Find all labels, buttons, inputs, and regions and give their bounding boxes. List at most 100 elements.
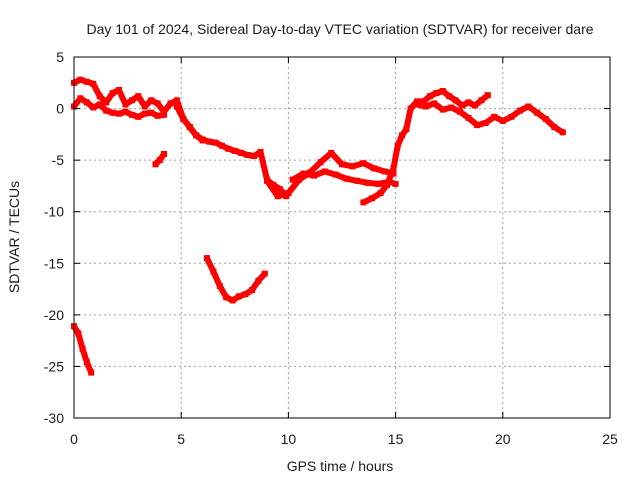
data-point-track-low-b-1 — [75, 330, 82, 337]
data-point-track-main-d-6 — [328, 149, 335, 156]
data-point-track-low-a-2 — [216, 283, 223, 289]
data-point-track-main-e-4 — [332, 171, 339, 178]
data-point-track-main-c-7 — [218, 142, 225, 149]
data-point-track-main-d-2 — [285, 190, 292, 197]
y-tick-labels: 5 0 -5 -10 -15 -20 -25 -30 — [44, 49, 64, 426]
data-point-track-main-d-1 — [274, 193, 281, 200]
data-point-track-main-g-12 — [517, 107, 523, 114]
data-point-track-main-a-14 — [161, 108, 167, 115]
x-tick-label-5: 5 — [177, 431, 185, 447]
data-point-track-main-c-2 — [186, 124, 193, 131]
data-point-track-main-e-0 — [289, 176, 296, 183]
y-tick-label-m15: -15 — [44, 255, 64, 271]
x-tick-label-15: 15 — [388, 431, 404, 447]
data-point-track-main-c-12 — [251, 153, 258, 159]
data-point-track-low-a-8 — [255, 277, 262, 284]
data-point-track-main-e-1 — [300, 170, 307, 177]
data-point-track-main-f-3 — [384, 181, 390, 188]
data-point-track-main-a-7 — [116, 87, 122, 93]
chart-title: Day 101 of 2024, Sidereal Day-to-day VTE… — [86, 21, 593, 37]
y-tick-label-m30: -30 — [44, 410, 64, 426]
data-point-track-low-b-2 — [79, 345, 86, 352]
data-point-track-low-b-3 — [83, 359, 90, 366]
data-point-track-main-f-5 — [394, 142, 401, 149]
data-point-track-main-d-9 — [360, 160, 367, 167]
data-point-track-main-b-5 — [103, 107, 110, 114]
data-point-track-main-a-1 — [77, 76, 84, 83]
data-point-track-main-a-8 — [122, 101, 129, 108]
data-point-track-main-f-7 — [403, 126, 410, 133]
series-line-track-low-a — [203, 255, 268, 304]
y-axis-label: SDTVAR / TECUs — [6, 181, 22, 293]
data-point-track-main-g-7 — [474, 122, 481, 129]
data-point-track-low-a-7 — [249, 287, 255, 294]
data-point-track-main-g-4 — [448, 104, 455, 111]
data-point-track-main-d-10 — [371, 165, 378, 172]
data-point-track-main-g-14 — [534, 109, 541, 116]
y-tick-label-m10: -10 — [44, 204, 64, 220]
data-point-track-main-a-5 — [103, 99, 110, 106]
data-point-track-low-a-5 — [236, 293, 243, 300]
data-point-track-main-e-7 — [364, 179, 371, 186]
data-point-track-short-a-0 — [152, 161, 159, 168]
data-point-track-main-g-17 — [559, 129, 566, 136]
data-point-track-main-c-3 — [193, 132, 200, 139]
data-point-track-main-f-20 — [484, 92, 491, 99]
data-point-track-main-b-2 — [83, 99, 90, 106]
data-point-track-main-g-10 — [499, 117, 506, 124]
x-tick-label-20: 20 — [495, 431, 511, 447]
data-point-track-main-g-13 — [525, 103, 532, 110]
data-point-track-low-a-0 — [203, 255, 210, 262]
data-point-track-main-g-1 — [422, 103, 429, 110]
y-tick-label-5: 5 — [56, 49, 64, 65]
data-point-track-main-e-3 — [321, 168, 328, 175]
data-point-track-main-f-2 — [377, 190, 384, 197]
data-point-track-low-a-4 — [229, 297, 236, 304]
data-point-track-main-c-9 — [231, 147, 238, 154]
data-point-track-main-b-13 — [154, 112, 161, 119]
data-point-track-main-c-11 — [244, 152, 251, 158]
data-point-track-main-c-5 — [206, 138, 213, 145]
data-point-track-main-f-19 — [478, 97, 485, 104]
data-point-track-low-a-9 — [261, 270, 268, 277]
y-tick-label-m20: -20 — [44, 307, 64, 323]
data-point-track-main-f-11 — [426, 93, 433, 100]
y-tick-label-0: 0 — [56, 101, 64, 117]
data-point-track-main-f-0 — [360, 199, 367, 206]
data-point-track-main-a-6 — [109, 90, 116, 97]
data-point-track-low-a-1 — [210, 268, 217, 275]
data-point-track-main-c-16 — [276, 186, 283, 192]
data-point-track-main-b-4 — [96, 101, 103, 108]
y-tick-label-m5: -5 — [52, 152, 65, 168]
data-point-track-main-f-17 — [465, 99, 472, 106]
data-point-track-main-a-11 — [141, 103, 148, 110]
data-point-track-main-f-16 — [459, 102, 466, 109]
x-axis-label: GPS time / hours — [287, 458, 394, 474]
data-point-track-main-c-10 — [238, 149, 245, 156]
data-point-track-main-c-13 — [257, 148, 264, 155]
y-tick-label-m25: -25 — [44, 358, 64, 374]
data-point-track-main-g-2 — [431, 100, 438, 107]
plot-frame — [73, 56, 611, 419]
data-point-track-main-g-16 — [551, 124, 558, 131]
data-point-track-main-d-7 — [339, 161, 345, 168]
data-point-track-main-g-3 — [439, 106, 446, 113]
data-point-track-main-e-2 — [311, 172, 318, 179]
data-point-track-main-d-3 — [296, 176, 303, 183]
x-tick-labels: 0 5 10 15 20 25 — [70, 431, 618, 447]
x-tick-label-10: 10 — [281, 431, 297, 447]
data-point-track-main-a-10 — [135, 93, 142, 100]
data-point-track-main-f-4 — [390, 165, 397, 172]
data-point-track-low-b-4 — [88, 369, 95, 376]
data-point-track-main-a-3 — [90, 80, 97, 87]
data-point-track-main-f-15 — [452, 97, 459, 104]
data-point-track-main-f-12 — [433, 90, 440, 97]
data-point-track-main-a-16 — [173, 97, 180, 104]
data-point-track-main-g-8 — [482, 120, 489, 126]
data-point-track-main-f-8 — [407, 105, 414, 112]
x-tick-label-0: 0 — [70, 431, 78, 447]
data-point-track-main-b-11 — [141, 110, 148, 117]
series-line-track-main-g — [414, 100, 566, 136]
data-point-track-main-g-6 — [465, 114, 472, 121]
